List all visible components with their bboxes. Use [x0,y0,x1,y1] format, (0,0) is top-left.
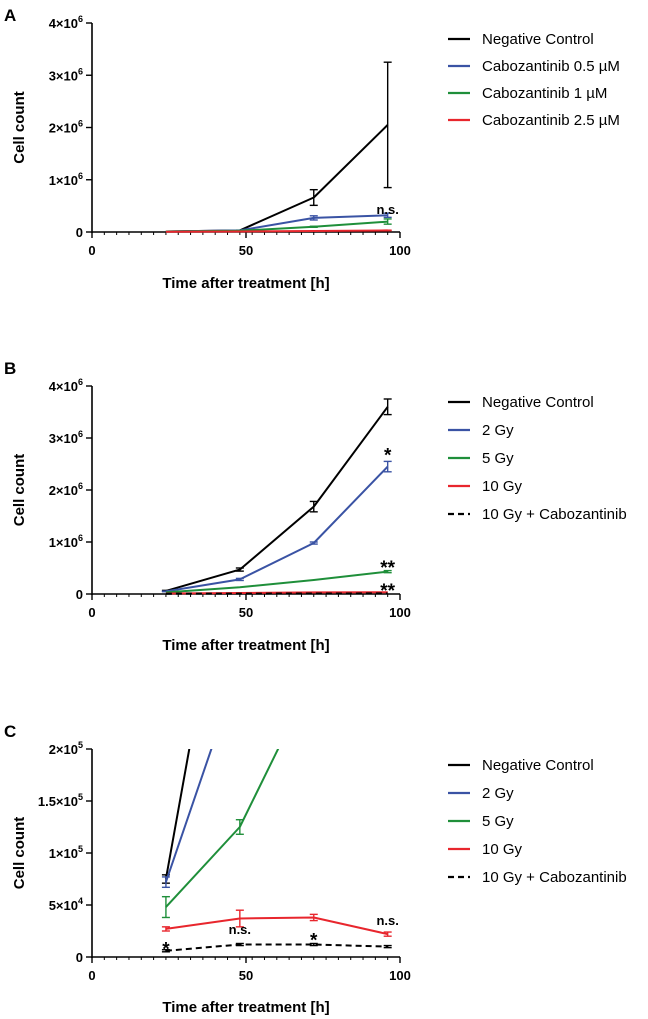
y-tick-label: 4×106 [49,14,83,31]
legend-label: Cabozantinib 1 µM [482,85,607,102]
legend-label: 10 Gy + Cabozantinib [482,506,627,523]
data-area-c [161,749,392,953]
legend-label: 2 Gy [482,422,514,439]
significance-annotation: ** [380,558,395,579]
legend-label: 10 Gy [482,841,523,858]
y-axis-title: Cell count [11,91,28,164]
legend-label: 10 Gy + Cabozantinib [482,869,627,886]
significance-annotation: n.s. [376,202,398,217]
y-tick-label: 2×105 [49,740,83,757]
y-tick-label: 1×105 [49,844,83,861]
series-line [164,749,191,880]
x-tick-label: 0 [88,968,95,983]
legend-label: Negative Control [482,31,594,48]
x-tick-label: 50 [239,968,253,983]
panel-letter-c: C [4,722,16,741]
panel-a: A 0 50 100 0 1×106 2×106 3×106 4×106 Time after t… [4,6,620,292]
series-line [165,229,388,233]
y-tick-label: 1.5×105 [38,792,83,809]
series-line [165,406,389,592]
legend-label: 5 Gy [482,450,514,467]
x-tick-label: 50 [239,243,253,258]
y-tick-label: 2×106 [49,119,83,136]
x-tick-label: 100 [389,243,411,258]
panel-letter-b: B [4,359,16,378]
x-axis-title: Time after treatment [h] [162,275,329,292]
series-line [165,916,388,936]
panel-c: C 0 50 100 0 5×104 1×105 1.5×105 2×105 Time after… [4,722,627,1016]
legend-label: 2 Gy [482,785,514,802]
y-axis-title: Cell count [11,454,28,527]
panel-b: B 0 50 100 0 1×106 2×106 3×106 4×106 Time after t… [4,359,627,654]
significance-annotation: * [162,940,170,961]
y-tick-label: 4×106 [49,377,83,394]
significance-annotation: n.s. [376,913,398,928]
y-tick-label: 0 [76,225,83,240]
significance-annotation: * [310,930,318,951]
series-line [165,943,388,952]
x-tick-label: 100 [389,605,411,620]
y-axis-title: Cell count [11,817,28,890]
significance-annotation: n.s. [229,922,251,937]
y-tick-label: 3×106 [49,66,83,83]
y-tick-label: 1×106 [49,533,83,550]
significance-annotation: * [384,446,392,467]
y-tick-label: 0 [76,587,83,602]
x-tick-label: 0 [88,605,95,620]
series-line [165,749,280,908]
y-tick-label: 0 [76,950,83,965]
x-axis-title: Time after treatment [h] [162,637,329,654]
series-line [165,465,389,593]
series-line [165,570,388,594]
panel-letter-a: A [4,6,16,25]
series-line [164,749,213,883]
significance-annotation: ** [380,581,395,602]
y-tick-label: 5×104 [49,896,83,913]
data-area-b [161,398,392,595]
legend-label: Negative Control [482,394,594,411]
x-tick-label: 100 [389,968,411,983]
x-tick-label: 50 [239,605,253,620]
data-area-a [165,61,392,233]
y-tick-label: 3×106 [49,429,83,446]
x-axis-title: Time after treatment [h] [162,999,329,1016]
y-tick-label: 2×106 [49,481,83,498]
y-tick-label: 1×106 [49,171,83,188]
legend-label: 5 Gy [482,813,514,830]
legend-label: Cabozantinib 2.5 µM [482,112,620,129]
legend-label: Cabozantinib 0.5 µM [482,58,620,75]
legend-label: 10 Gy [482,478,523,495]
x-tick-label: 0 [88,243,95,258]
legend-label: Negative Control [482,757,594,774]
